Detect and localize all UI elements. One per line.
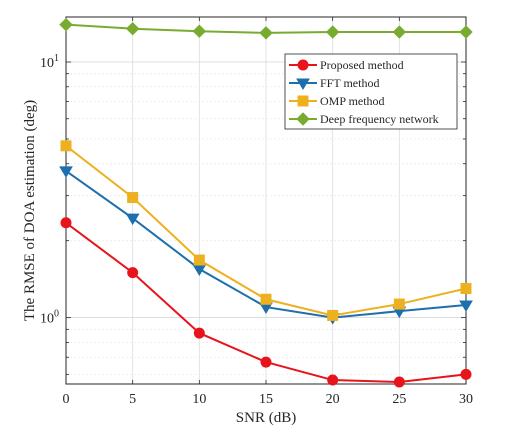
data-point	[59, 17, 73, 32]
data-point	[125, 21, 140, 36]
y-tick-base: 10	[40, 56, 54, 71]
legend-label: Proposed method	[320, 58, 404, 72]
data-point	[125, 213, 140, 226]
y-tick-exponent: 0	[54, 309, 59, 320]
x-tick-label: 10	[192, 392, 206, 407]
legend-label: OMP method	[320, 94, 385, 108]
data-point	[393, 376, 405, 388]
data-point	[127, 192, 139, 204]
data-point	[192, 24, 207, 38]
data-point	[393, 298, 405, 310]
y-tick-base: 10	[40, 312, 54, 327]
series-group	[60, 140, 472, 321]
legend-label: Deep frequency network	[320, 112, 439, 126]
data-point	[392, 25, 407, 39]
y-tick-label: 101	[40, 53, 59, 71]
data-point	[193, 254, 205, 266]
data-point	[193, 327, 205, 339]
legend-swatch-marker	[297, 59, 309, 71]
x-tick-label: 5	[129, 392, 136, 407]
y-tick-label: 100	[40, 309, 59, 327]
y-tick-exponent: 1	[54, 53, 59, 64]
legend-box	[284, 53, 458, 130]
data-point	[260, 293, 272, 305]
series-group	[60, 217, 472, 388]
data-point	[325, 25, 340, 39]
y-axis-label: The RMSE of DOA estimation (deg)	[22, 100, 38, 321]
data-point	[259, 26, 273, 40]
data-point	[459, 300, 473, 313]
legend: Proposed method FFT method OMP method Deep …	[284, 53, 458, 130]
x-tick-label: 25	[392, 392, 406, 407]
data-point	[127, 267, 139, 279]
x-tick-label: 30	[459, 392, 473, 407]
series-lines	[59, 17, 473, 388]
x-tick-label: 0	[63, 392, 70, 407]
data-point	[260, 356, 272, 368]
data-point	[460, 368, 472, 380]
legend-swatch-marker	[296, 78, 310, 90]
legend-swatch-marker	[296, 112, 310, 126]
legend-label: FFT method	[320, 76, 379, 90]
data-point	[460, 283, 472, 295]
x-tick-label: 20	[326, 392, 340, 407]
data-point	[60, 140, 72, 152]
x-tick-label: 15	[259, 392, 273, 407]
data-point	[60, 217, 72, 229]
series-group	[59, 17, 473, 40]
data-point	[327, 309, 339, 321]
x-axis-label: SNR (dB)	[236, 410, 296, 426]
legend-swatch-marker	[297, 95, 309, 107]
data-point	[59, 166, 73, 178]
data-point	[459, 25, 473, 39]
data-point	[327, 374, 339, 386]
